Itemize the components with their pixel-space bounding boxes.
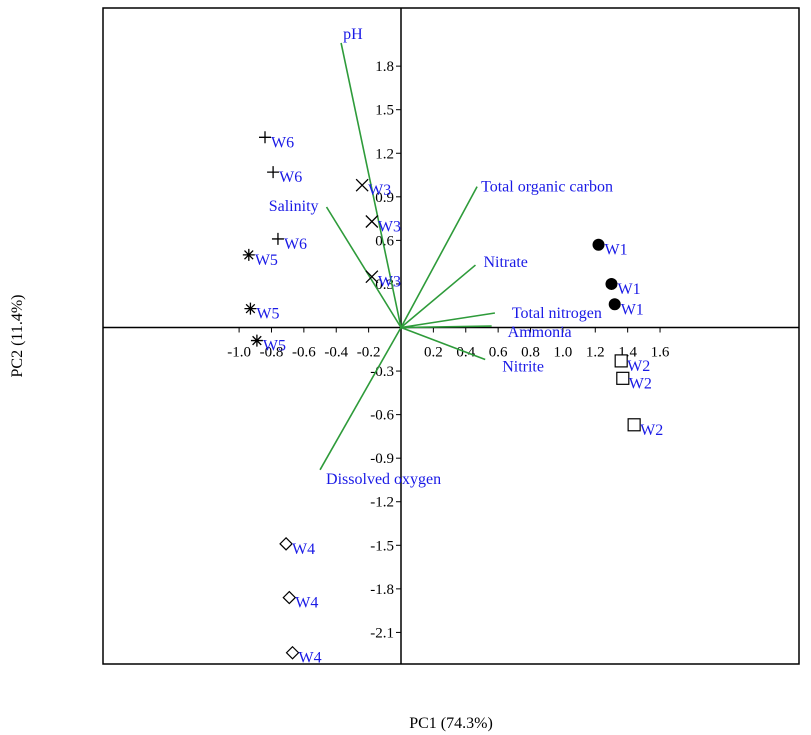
- point-label: W3: [368, 182, 391, 199]
- y-tick-label: -1.8: [370, 582, 394, 598]
- y-tick-label: -0.9: [370, 451, 394, 467]
- vector-label: Total organic carbon: [481, 179, 613, 196]
- y-tick-label: -0.3: [370, 364, 394, 380]
- point-label: W5: [256, 306, 279, 323]
- data-point: [616, 371, 630, 385]
- x-tick-label: -0.6: [292, 345, 316, 361]
- x-tick-label: 1.2: [586, 345, 605, 361]
- point-label: W5: [263, 338, 286, 355]
- point-label: W4: [295, 595, 318, 612]
- loading-vector: [319, 327, 402, 471]
- loading-vectors: pH Salinity Total organic carbon Nitrate Tot…: [269, 26, 613, 488]
- loading-vector: [325, 206, 402, 328]
- data-point: [271, 232, 284, 245]
- y-tick-label: 0.3: [375, 277, 394, 293]
- loading-vector: [400, 312, 496, 329]
- loading-vector: [400, 186, 478, 328]
- x-tick-label: 1.0: [554, 345, 573, 361]
- y-tick-label: 1.5: [375, 103, 394, 119]
- data-point: [614, 354, 628, 368]
- data-point: [259, 131, 272, 144]
- data-point: [250, 334, 263, 347]
- y-tick-label: 0.9: [375, 190, 394, 206]
- plot-frame: [102, 7, 800, 665]
- vector-label: Nitrate: [483, 254, 527, 271]
- data-point: [605, 277, 618, 290]
- data-point: [279, 536, 293, 551]
- vector-label: Salinity: [269, 198, 319, 215]
- vector-label: pH: [343, 26, 363, 43]
- data-point: [285, 645, 300, 660]
- x-tick-label: 0.2: [424, 345, 443, 361]
- x-tick-label: -0.4: [324, 345, 348, 361]
- data-point: [242, 248, 255, 261]
- data-point: [627, 418, 641, 432]
- loading-vector: [400, 326, 486, 361]
- point-label: W2: [640, 422, 663, 439]
- loading-vector: [400, 325, 492, 329]
- point-label: W1: [605, 242, 628, 259]
- point-label: W3: [378, 274, 401, 291]
- x-axis-title: PC1 (74.3%): [409, 715, 493, 732]
- y-tick-label: 1.2: [375, 146, 394, 162]
- point-label: W4: [299, 650, 322, 667]
- data-point: [592, 238, 605, 251]
- x-tick-label: 1.6: [651, 345, 670, 361]
- y-tick-label: -2.1: [370, 625, 394, 641]
- point-label: W1: [621, 301, 644, 318]
- axes: -1.0-0.8-0.6-0.4-0.20.20.40.60.81.01.21.…: [103, 8, 799, 664]
- point-label: W6: [279, 169, 302, 186]
- loading-vector: [400, 264, 476, 329]
- x-tick-label: -0.8: [260, 345, 284, 361]
- point-label: W1: [617, 281, 640, 298]
- vector-label: Ammonia: [508, 324, 572, 341]
- vector-label: Total nitrogen: [512, 305, 602, 322]
- data-point: [267, 166, 280, 179]
- vector-label: Nitrite: [502, 358, 544, 375]
- y-tick-label: -0.6: [370, 408, 394, 424]
- point-label: W2: [627, 358, 650, 375]
- data-point: [244, 302, 257, 315]
- point-label: W3: [378, 219, 401, 236]
- y-tick-label: 1.8: [375, 59, 394, 75]
- x-tick-label: -0.2: [357, 345, 381, 361]
- data-point: [365, 270, 379, 284]
- y-tick-label: -1.5: [370, 538, 394, 554]
- y-tick-label: -1.2: [370, 495, 394, 511]
- point-label: W4: [292, 541, 315, 558]
- data-point: [355, 178, 369, 192]
- point-label: W5: [255, 252, 278, 269]
- y-tick-label: 0.6: [375, 233, 394, 249]
- y-axis-title: PC2 (11.4%): [9, 295, 26, 378]
- loading-vector: [340, 42, 402, 328]
- x-tick-label: -1.0: [227, 345, 251, 361]
- x-tick-label: 0.6: [489, 345, 508, 361]
- point-label: W6: [284, 236, 307, 253]
- data-point: [608, 298, 621, 311]
- point-label: W2: [629, 375, 652, 392]
- data-point: [282, 590, 297, 605]
- data-point: [365, 215, 379, 228]
- x-tick-label: 0.8: [521, 345, 540, 361]
- point-label: W6: [271, 134, 294, 151]
- vector-label: Dissolved oxygen: [326, 471, 441, 488]
